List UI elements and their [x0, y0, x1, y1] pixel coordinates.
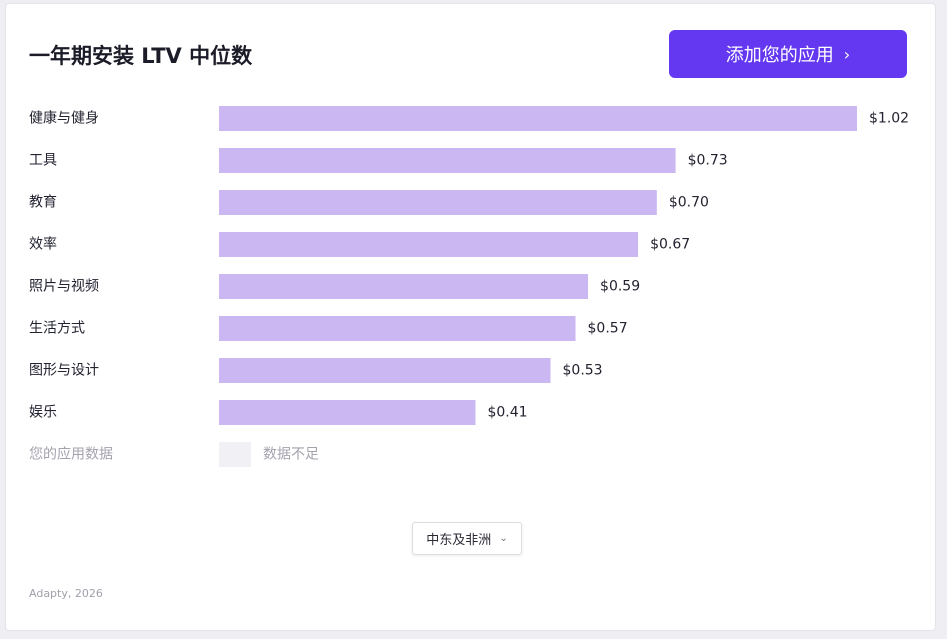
category-label: 照片与视频 — [29, 279, 99, 295]
category-label: 效率 — [29, 236, 57, 253]
category-label: 娱乐 — [29, 405, 57, 421]
value-label: $0.59 — [600, 279, 640, 295]
bar-chart: 健康与健身 $1.02 工具 $0.73 教育 $0.70 效率 $0.67 照片与视频 $0.5… — [29, 106, 909, 467]
insufficient-data-label: 数据不足 — [263, 447, 319, 463]
bar — [219, 316, 576, 341]
region-dropdown[interactable]: 中东及非洲 ⌄ — [412, 522, 522, 555]
category-label: 工具 — [29, 153, 57, 169]
category-label: 图形与设计 — [29, 363, 99, 379]
value-label: $0.53 — [563, 363, 603, 379]
chart-title: 一年期安装 LTV 中位数 — [29, 44, 253, 68]
bar — [219, 400, 476, 425]
chevron-right-icon: › — [843, 44, 851, 64]
region-dropdown-value: 中东及非洲 — [426, 533, 492, 548]
your-app-placeholder-bar — [219, 442, 251, 467]
value-label: $0.67 — [650, 237, 690, 253]
your-app-label: 您的应用数据 — [29, 446, 113, 463]
bar — [219, 274, 589, 299]
add-your-app-label: 添加您的应用 — [725, 45, 834, 66]
bar — [219, 358, 551, 383]
value-label: $0.70 — [669, 195, 709, 211]
value-label: $0.73 — [688, 153, 728, 169]
add-your-app-button[interactable]: 添加您的应用 › — [669, 30, 907, 78]
bar — [219, 190, 657, 215]
source-footer: Adapty, 2026 — [29, 587, 103, 600]
bar — [219, 148, 676, 173]
value-label: $0.57 — [588, 321, 628, 337]
category-label: 健康与健身 — [29, 110, 99, 127]
category-label: 生活方式 — [29, 321, 85, 337]
category-label: 教育 — [29, 195, 57, 211]
bar — [219, 106, 857, 131]
value-label: $1.02 — [869, 111, 909, 127]
chevron-down-icon: ⌄ — [499, 533, 508, 544]
value-label: $0.41 — [487, 405, 527, 421]
bar — [219, 232, 639, 257]
